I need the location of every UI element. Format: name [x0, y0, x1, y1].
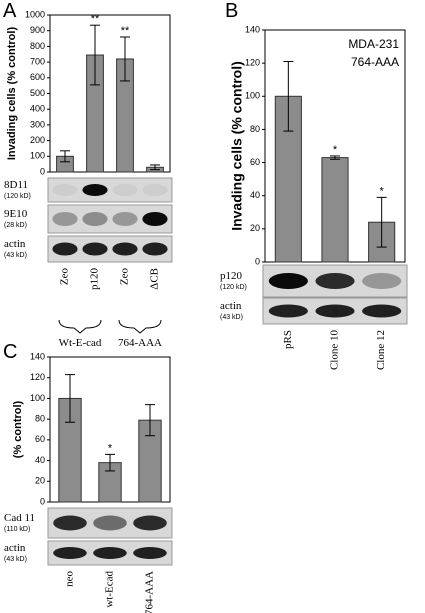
bracket — [58, 319, 102, 334]
x-tick-label: Zeo — [119, 268, 131, 286]
significance: ** — [121, 25, 130, 37]
y-axis-label: Invading cells (% control) — [229, 61, 245, 231]
blot-band — [315, 273, 355, 289]
blot-size: (28 kD) — [4, 222, 27, 229]
bracket — [118, 319, 162, 334]
y-tick-label: 80 — [250, 124, 260, 134]
blot-band — [362, 273, 402, 289]
blot-band — [52, 184, 78, 196]
blot-label: actin — [220, 300, 242, 312]
y-axis-label: Invading cells (% control) — [6, 27, 18, 161]
plot-frame — [49, 14, 171, 173]
blot-band — [268, 304, 308, 318]
blot — [47, 177, 173, 203]
blot-band — [52, 242, 78, 256]
blot-band — [142, 184, 168, 196]
y-tick-label: 800 — [30, 41, 45, 51]
blot-band — [133, 515, 167, 531]
x-tick-label: wt-Ecad — [104, 571, 116, 608]
blot-band — [82, 184, 108, 196]
blot-size: (43 kD) — [220, 314, 243, 321]
bar — [321, 157, 349, 263]
significance: * — [333, 144, 338, 156]
y-tick-label: 100 — [30, 393, 45, 403]
y-tick-label: 100 — [30, 151, 45, 161]
x-tick-label: Clone 10 — [329, 330, 341, 371]
y-tick-label: 120 — [245, 58, 260, 68]
annotation: 764-AAA — [351, 55, 399, 69]
blot-band — [82, 212, 108, 226]
blot-band — [82, 242, 108, 256]
x-tick-label: p120 — [89, 268, 101, 291]
x-tick-label: Clone 12 — [375, 330, 387, 370]
blot-band — [142, 242, 168, 256]
y-tick-label: 20 — [250, 223, 260, 233]
blot-label: p120 — [220, 270, 243, 282]
y-tick-label: 40 — [250, 190, 260, 200]
blot-size: (110 kD) — [4, 526, 30, 533]
y-tick-label: 60 — [250, 157, 260, 167]
group-label: 764-AAA — [118, 337, 162, 349]
y-tick-label: 60 — [35, 434, 45, 444]
blot-band — [52, 212, 78, 226]
x-tick-label: Zeo — [59, 268, 71, 286]
group-label: Wt-E-cad — [59, 337, 102, 349]
y-tick-label: 1000 — [25, 9, 45, 19]
y-tick-label: 20 — [35, 476, 45, 486]
y-tick-label: 200 — [30, 135, 45, 145]
y-tick-label: 0 — [40, 166, 45, 176]
y-tick-label: 500 — [30, 88, 45, 98]
y-tick-label: 700 — [30, 56, 45, 66]
significance: ** — [91, 13, 100, 25]
blot-label: 9E10 — [4, 208, 28, 220]
blot-size: (120 kD) — [220, 284, 247, 291]
y-tick-label: 0 — [40, 496, 45, 506]
blot-band — [112, 212, 138, 226]
x-tick-label: pRS — [282, 330, 294, 349]
blot-label: actin — [4, 542, 26, 554]
panel-letter: A — [3, 0, 17, 22]
blot-band — [93, 515, 127, 531]
blot-band — [268, 273, 308, 289]
y-tick-label: 140 — [30, 351, 45, 361]
y-axis-label: (% control) — [12, 400, 24, 458]
blot-band — [133, 547, 167, 559]
x-tick-label: neo — [64, 571, 76, 587]
blot-band — [142, 212, 168, 226]
annotation: MDA-231 — [348, 37, 399, 51]
blot-band — [362, 304, 402, 318]
blot — [47, 204, 173, 234]
y-tick-label: 300 — [30, 119, 45, 129]
y-tick-label: 40 — [35, 455, 45, 465]
blot-size: (43 kD) — [4, 252, 27, 259]
y-tick-label: 120 — [30, 372, 45, 382]
blot-band — [53, 547, 87, 559]
blot-label: 8D11 — [4, 179, 28, 191]
blot-band — [93, 547, 127, 559]
y-tick-label: 600 — [30, 72, 45, 82]
y-tick-label: 400 — [30, 104, 45, 114]
y-tick-label: 80 — [35, 414, 45, 424]
significance: * — [380, 185, 385, 197]
panel-letter: C — [3, 341, 17, 363]
blot-band — [53, 515, 87, 531]
blot-band — [112, 184, 138, 196]
blot-band — [315, 304, 355, 318]
blot-size: (43 kD) — [4, 556, 27, 563]
x-tick-label: ΔCB — [149, 268, 161, 290]
y-tick-label: 900 — [30, 25, 45, 35]
panel-letter: B — [225, 0, 238, 22]
x-tick-label: 764-AAA — [144, 571, 156, 613]
y-tick-label: 100 — [245, 91, 260, 101]
blot-band — [112, 242, 138, 256]
significance: * — [108, 442, 113, 454]
blot-label: actin — [4, 238, 26, 250]
y-tick-label: 140 — [245, 24, 260, 34]
blot-size: (120 kD) — [4, 193, 31, 200]
blot-label: Cad 11 — [4, 512, 35, 524]
y-tick-label: 0 — [255, 256, 260, 266]
